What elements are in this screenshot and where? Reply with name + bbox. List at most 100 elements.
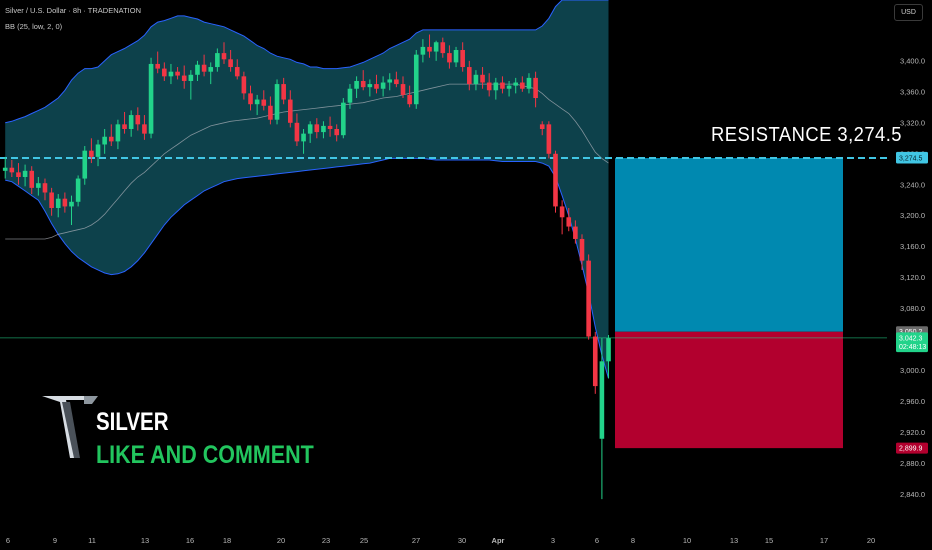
candle-body[interactable] <box>573 226 578 239</box>
candle-body[interactable] <box>254 99 260 105</box>
candle-body[interactable] <box>281 84 286 100</box>
candle-body[interactable] <box>128 115 134 129</box>
candle-body[interactable] <box>228 59 233 68</box>
candle-body[interactable] <box>447 53 452 63</box>
stop-zone[interactable] <box>615 331 843 449</box>
candle-body[interactable] <box>29 170 35 188</box>
candle-body[interactable] <box>181 75 187 81</box>
candle-body[interactable] <box>2 167 8 171</box>
time-axis[interactable]: 6 9 11 13 16 18 20 23 25 27 30 Apr 3 6 8 10 13 15 17 20 <box>6 536 875 545</box>
candle-body[interactable] <box>433 42 439 52</box>
candle-body[interactable] <box>234 67 240 77</box>
candle-body[interactable] <box>480 74 485 83</box>
candle-body[interactable] <box>82 150 88 179</box>
candle-body[interactable] <box>413 54 419 105</box>
candle-body[interactable] <box>287 99 293 123</box>
candle-body[interactable] <box>42 183 48 193</box>
candle-body[interactable] <box>155 63 160 69</box>
candle-body[interactable] <box>195 64 200 75</box>
candle-body[interactable] <box>374 84 379 89</box>
candle-body[interactable] <box>261 99 267 106</box>
candle-body[interactable] <box>75 178 81 202</box>
candle-body[interactable] <box>201 64 207 72</box>
candle-body[interactable] <box>566 217 572 227</box>
candle-body[interactable] <box>533 77 538 99</box>
candle-body[interactable] <box>241 76 247 94</box>
candle-body[interactable] <box>9 167 15 173</box>
candle-body[interactable] <box>294 122 300 142</box>
candle-body[interactable] <box>520 82 525 89</box>
candle-body[interactable] <box>367 84 373 88</box>
candle-body[interactable] <box>268 105 273 120</box>
candle-body[interactable] <box>546 124 552 154</box>
candle-body[interactable] <box>407 94 412 105</box>
candle-body[interactable] <box>321 125 326 133</box>
candle-body[interactable] <box>122 124 127 129</box>
candle-body[interactable] <box>341 102 346 136</box>
candle-body[interactable] <box>16 172 21 178</box>
candle-body[interactable] <box>115 124 121 142</box>
candle-body[interactable] <box>500 82 505 89</box>
candle-body[interactable] <box>334 128 339 136</box>
candle-body[interactable] <box>473 74 479 85</box>
candle-body[interactable] <box>108 136 114 142</box>
candle-body[interactable] <box>486 82 492 91</box>
currency-button[interactable]: USD <box>894 4 923 21</box>
candle-body[interactable] <box>188 74 194 81</box>
candle-body[interactable] <box>301 133 306 142</box>
candle-body[interactable] <box>526 77 532 89</box>
candle-body[interactable] <box>36 183 41 188</box>
candle-body[interactable] <box>102 136 107 145</box>
candle-body[interactable] <box>559 206 565 218</box>
candle-body[interactable] <box>221 53 227 60</box>
candle-body[interactable] <box>142 124 147 134</box>
candle-body[interactable] <box>135 115 141 125</box>
candle-body[interactable] <box>460 50 465 68</box>
candle-body[interactable] <box>420 46 426 55</box>
candle-body[interactable] <box>347 88 353 103</box>
candle-body[interactable] <box>89 150 94 157</box>
candle-body[interactable] <box>506 85 512 89</box>
candle-body[interactable] <box>539 124 545 129</box>
candle-body[interactable] <box>440 42 446 54</box>
candle-body[interactable] <box>314 124 320 133</box>
candle-body[interactable] <box>360 80 366 88</box>
candle-body[interactable] <box>354 80 359 89</box>
candle-body[interactable] <box>208 67 214 72</box>
candle-body[interactable] <box>467 67 472 85</box>
candle-body[interactable] <box>586 260 591 337</box>
candle-body[interactable] <box>592 336 598 387</box>
candle-body[interactable] <box>168 71 174 77</box>
candle-body[interactable] <box>274 84 280 120</box>
candle-body[interactable] <box>148 63 154 134</box>
candle-body[interactable] <box>553 153 558 207</box>
price-axis[interactable]: 2,840.02,880.02,920.02,960.03,000.03,040… <box>896 56 928 499</box>
candle-body[interactable] <box>453 50 459 63</box>
candle-body[interactable] <box>327 125 333 129</box>
candle-body[interactable] <box>49 192 54 208</box>
candle-body[interactable] <box>606 338 611 362</box>
candle-body[interactable] <box>69 201 74 207</box>
candle-body[interactable] <box>380 82 386 89</box>
candle-body[interactable] <box>513 82 519 86</box>
candle-body[interactable] <box>394 79 399 85</box>
candle-body[interactable] <box>175 71 180 76</box>
symbol-title[interactable]: Silver / U.S. Dollar · 8h · TRADENATION <box>5 6 141 15</box>
candle-body[interactable] <box>400 84 406 95</box>
candle-body[interactable] <box>599 361 605 439</box>
candle-body[interactable] <box>55 198 61 208</box>
candle-body[interactable] <box>493 82 499 91</box>
candle-body[interactable] <box>62 198 68 207</box>
candle-body[interactable] <box>215 53 220 68</box>
candle-body[interactable] <box>95 144 101 157</box>
candle-body[interactable] <box>387 79 393 83</box>
candle-body[interactable] <box>248 93 253 105</box>
candle-body[interactable] <box>307 124 313 134</box>
target-zone[interactable] <box>615 158 843 332</box>
candle-body[interactable] <box>22 170 28 178</box>
candle-body[interactable] <box>579 238 585 261</box>
candle-body[interactable] <box>427 46 432 52</box>
candle-body[interactable] <box>162 68 167 77</box>
indicator-legend[interactable]: BB (25, low, 2, 0) <box>5 22 63 31</box>
